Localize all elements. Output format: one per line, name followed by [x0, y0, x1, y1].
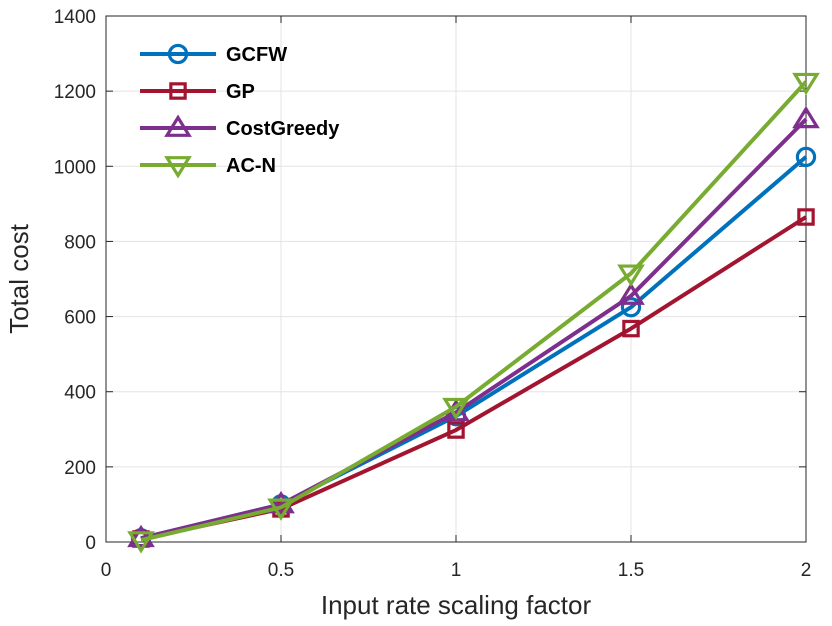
series-line	[140, 215, 808, 541]
y-tick-label: 1200	[54, 82, 96, 103]
legend-marker	[167, 43, 189, 65]
axes	[105, 15, 807, 543]
legend-marker	[169, 82, 187, 100]
legend-label: AC-N	[226, 155, 276, 177]
y-tick-label: 1000	[54, 157, 96, 178]
series-line	[140, 155, 808, 541]
legend-marker	[164, 114, 192, 137]
data-point	[797, 208, 815, 226]
y-tick-label: 400	[64, 383, 96, 404]
legend-item: AC-N	[140, 155, 276, 179]
x-tick-label: 0	[101, 560, 112, 581]
x-tick-label: 0.5	[268, 560, 294, 581]
data-point	[267, 498, 295, 521]
x-tick-label: 2	[801, 560, 812, 581]
legend-label: CostGreedy	[226, 118, 340, 140]
series-line	[140, 117, 808, 541]
data-point	[795, 146, 817, 168]
tick-labels: 0 0.5 1 1.5 2 0 200 400 600 800 1000 1200 1400	[54, 7, 812, 581]
data-point	[617, 282, 645, 305]
legend-label: GP	[226, 81, 255, 103]
y-tick-label: 600	[64, 308, 96, 329]
y-axis-label: Total cost	[4, 223, 34, 334]
grid	[105, 15, 807, 543]
legend-item: CostGreedy	[140, 114, 340, 140]
legend-marker	[164, 156, 192, 179]
series-gp	[132, 208, 815, 548]
data-point	[442, 397, 470, 421]
legend: GCFW GP CostGreedy AC-N	[140, 43, 340, 179]
x-tick-label: 1.5	[618, 560, 644, 581]
data-point	[127, 524, 155, 548]
series-line	[140, 80, 808, 543]
data-point	[127, 531, 155, 554]
series-group	[127, 72, 820, 554]
data-point	[792, 105, 820, 129]
data-point	[622, 319, 640, 338]
y-tick-label: 0	[85, 533, 96, 554]
series-gcfw	[130, 146, 817, 549]
x-tick-label: 1	[451, 560, 462, 581]
legend-label: GCFW	[226, 44, 287, 66]
data-point	[617, 264, 645, 287]
data-point	[447, 421, 465, 439]
data-point	[792, 72, 820, 96]
x-axis-label: Input rate scaling factor	[321, 590, 592, 620]
y-tick-label: 200	[64, 458, 96, 479]
legend-item: GCFW	[140, 43, 287, 66]
data-point	[620, 296, 642, 318]
series-ac-n	[127, 72, 820, 554]
y-tick-label: 800	[64, 232, 96, 253]
legend-item: GP	[140, 81, 255, 103]
y-tick-label: 1400	[54, 7, 96, 28]
